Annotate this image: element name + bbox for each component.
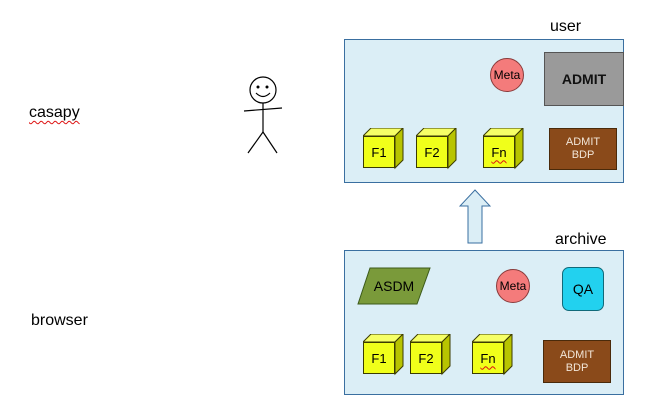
user-cube-f2: F2 bbox=[416, 128, 458, 170]
user-panel: Meta ADMIT F1 F2 Fn ADMIT BDP bbox=[344, 39, 624, 183]
archive-cube-f1: F1 bbox=[363, 334, 405, 376]
archive-admit-bdp-box: ADMIT BDP bbox=[543, 340, 611, 383]
archive-cube-fn: Fn bbox=[472, 334, 514, 376]
user-admit-bdp-box: ADMIT BDP bbox=[549, 128, 617, 170]
user-cube-f2-label: F2 bbox=[416, 136, 448, 168]
casapy-label: casapy bbox=[29, 104, 80, 121]
user-bdp-line1: ADMIT bbox=[565, 136, 601, 148]
archive-cube-f2-label: F2 bbox=[410, 342, 442, 374]
archive-panel: ASDM Meta QA F1 F2 Fn ADMIT BDP bbox=[344, 250, 624, 395]
archive-cube-fn-label: Fn bbox=[472, 342, 504, 374]
user-cube-f1-label: F1 bbox=[363, 136, 395, 168]
user-cube-fn: Fn bbox=[483, 128, 525, 170]
qa-box: QA bbox=[562, 267, 604, 311]
asdm-label: ASDM bbox=[374, 278, 414, 294]
archive-cube-f2: F2 bbox=[410, 334, 452, 376]
browser-label: browser bbox=[31, 312, 88, 329]
user-cube-fn-label: Fn bbox=[483, 136, 515, 168]
user-bdp-line2: BDP bbox=[571, 149, 595, 161]
archive-label: archive bbox=[555, 231, 607, 248]
archive-cube-f1-label: F1 bbox=[363, 342, 395, 374]
user-cube-f1: F1 bbox=[363, 128, 405, 170]
stick-figure-icon bbox=[243, 76, 283, 154]
user-label: user bbox=[550, 18, 582, 35]
asdm-parallelogram: ASDM bbox=[357, 267, 431, 305]
user-meta-circle: Meta bbox=[490, 58, 524, 92]
archive-bdp-line2: BDP bbox=[565, 361, 589, 374]
up-arrow-icon bbox=[459, 189, 491, 244]
archive-bdp-line1: ADMIT bbox=[559, 348, 595, 361]
admit-box: ADMIT bbox=[544, 52, 624, 106]
archive-meta-circle: Meta bbox=[496, 269, 530, 303]
